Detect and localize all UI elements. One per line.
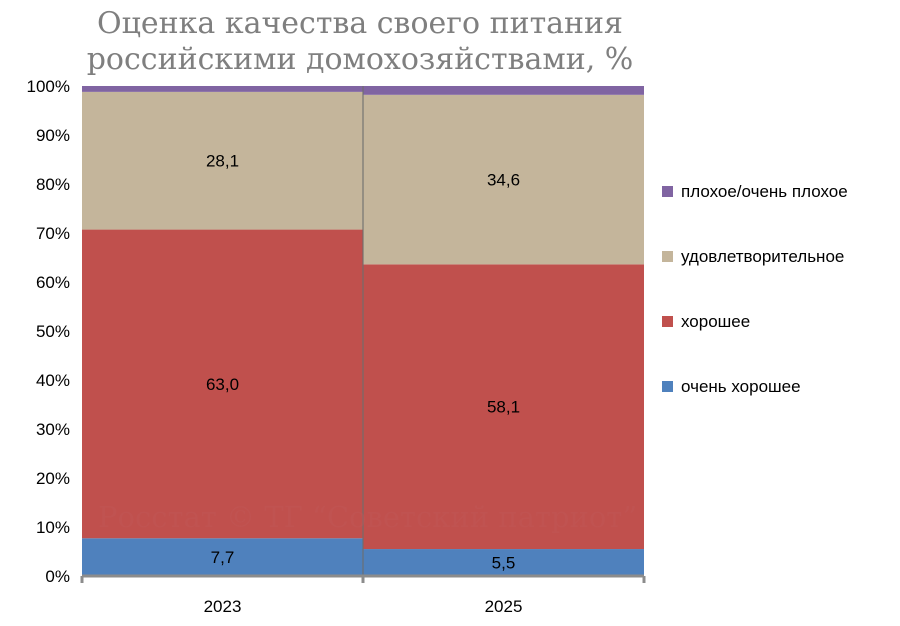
- data-label-2023-2: 28,1: [206, 152, 239, 171]
- legend-swatch: [662, 186, 673, 198]
- axis-layer: 0% 10% 20% 30% 40% 50% 60% 70% 80% 90% 100% 2023 202…: [27, 77, 646, 616]
- y-tick-label: 60%: [36, 273, 70, 292]
- legend-swatch: [662, 381, 673, 393]
- bar-segment-2023-3: [82, 86, 363, 92]
- chart-title: Оценка качества своего питания российски…: [0, 6, 720, 78]
- data-label-2025-2: 34,6: [487, 171, 520, 190]
- data-label-2023-1: 63,0: [206, 375, 239, 394]
- y-tick-label: 40%: [36, 371, 70, 390]
- y-tick-label: 80%: [36, 175, 70, 194]
- data-label-2025-1: 58,1: [487, 398, 520, 417]
- legend-item: очень хорошее: [662, 377, 801, 397]
- bar-segment-2023-0: [82, 538, 363, 576]
- y-tick-label: 20%: [36, 469, 70, 488]
- y-tick-label: 70%: [36, 224, 70, 243]
- bar-segment-2025-0: [363, 549, 644, 576]
- data-labels-layer: 7,7 63,0 28,1 5,5 58,1 34,6: [206, 152, 520, 573]
- bar-segment-2025-3: [363, 86, 644, 95]
- chart-title-line-1: Оценка качества своего питания: [97, 6, 623, 41]
- bar-segment-2023-1: [82, 229, 363, 539]
- y-tick-label: 90%: [36, 126, 70, 145]
- legend-item: хорошее: [662, 312, 750, 332]
- chart-title-line-2: российскими домохозяйствами, %: [86, 42, 634, 77]
- y-tick-label: 50%: [36, 322, 70, 341]
- legend-swatch: [662, 251, 673, 263]
- legend-label: плохое/очень плохое: [681, 182, 848, 201]
- data-label-2023-0: 7,7: [211, 548, 235, 567]
- watermark: Росстат © ТГ “Советский патриот”: [98, 500, 638, 534]
- legend-label: удовлетворительное: [681, 247, 845, 266]
- y-tick-label: 30%: [36, 420, 70, 439]
- y-tick-label: 100%: [27, 77, 70, 96]
- legend-swatch: [662, 316, 673, 328]
- legend-label: очень хорошее: [681, 377, 801, 396]
- legend-item: плохое/очень плохое: [662, 182, 848, 202]
- bar-segment-2025-2: [363, 94, 644, 265]
- legend-item: удовлетворительное: [662, 247, 844, 267]
- x-tick-label-2025: 2025: [485, 597, 523, 616]
- y-tick-label: 10%: [36, 518, 70, 537]
- x-tick-label-2023: 2023: [204, 597, 242, 616]
- bars-layer: [82, 86, 644, 576]
- legend-label: хорошее: [681, 312, 751, 331]
- y-tick-label: 0%: [45, 567, 70, 586]
- bar-segment-2025-1: [363, 264, 644, 550]
- bar-segment-2023-2: [82, 91, 363, 230]
- data-label-2025-0: 5,5: [492, 554, 516, 573]
